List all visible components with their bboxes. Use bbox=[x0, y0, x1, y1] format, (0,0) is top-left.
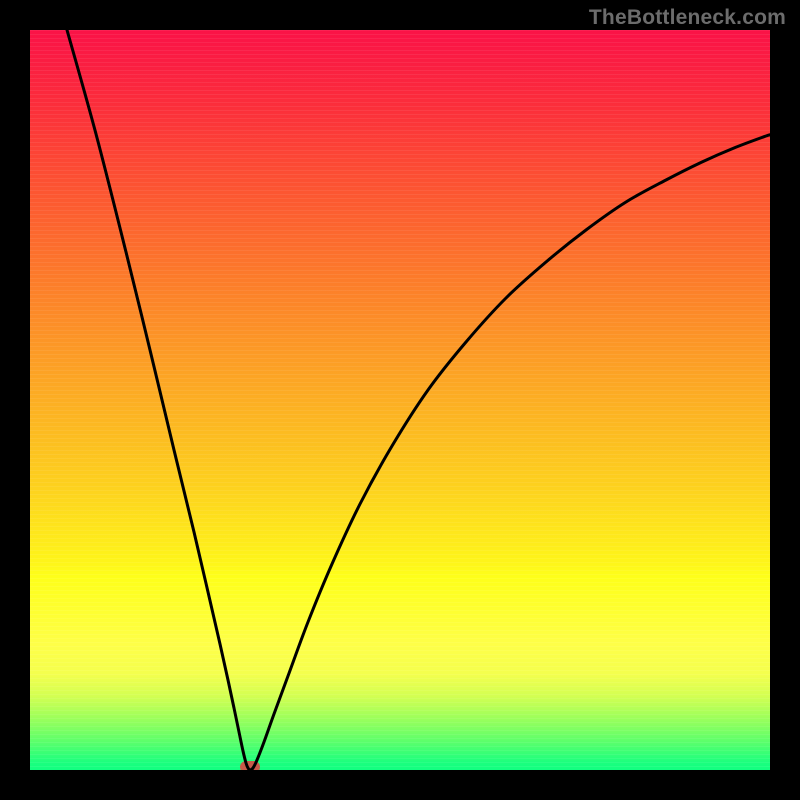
bottleneck-curve bbox=[30, 30, 770, 770]
watermark-text: TheBottleneck.com bbox=[589, 6, 786, 30]
curve-path bbox=[67, 30, 770, 770]
plot-area bbox=[30, 30, 770, 770]
